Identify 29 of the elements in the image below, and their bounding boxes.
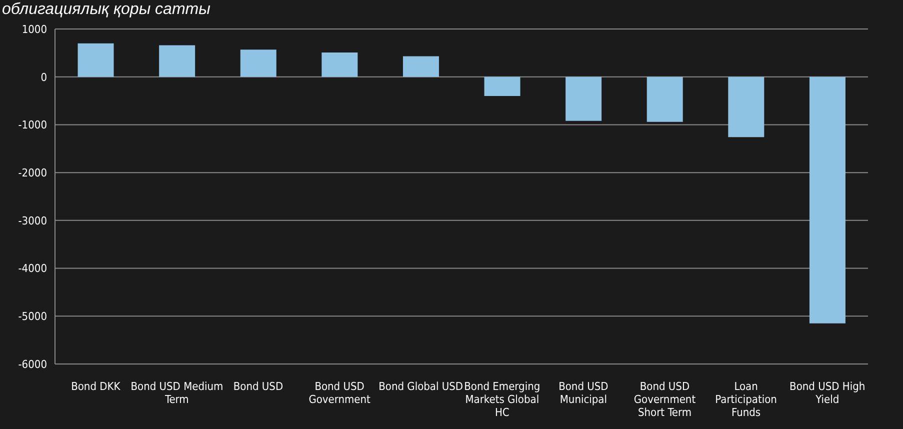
x-tick-label: Bond USD Municipal	[558, 380, 609, 406]
chart-title: облигациялық қоры сатты	[1, 0, 212, 20]
y-tick-label: 0	[40, 70, 47, 84]
y-tick-label: -2000	[18, 166, 47, 180]
x-tick-label: Bond DKK	[71, 380, 121, 393]
bar	[240, 50, 276, 77]
bar	[566, 76, 602, 121]
y-tick-label: -1000	[18, 118, 47, 132]
bar	[646, 76, 683, 122]
bar	[484, 76, 520, 96]
x-tick-label: Bond Emerging Markets Global HC	[464, 380, 540, 419]
bar	[402, 56, 439, 77]
bar	[159, 45, 196, 77]
x-tick-label: Bond USD Government	[308, 380, 371, 406]
bar	[322, 52, 358, 77]
y-tick-label: -4000	[18, 262, 47, 276]
x-tick-label: Bond Global USD	[378, 380, 464, 393]
y-tick-label: 1000	[22, 22, 47, 36]
x-tick-label: Loan Participation Funds	[715, 380, 777, 419]
y-tick-label: -5000	[18, 310, 47, 324]
bar	[78, 43, 114, 77]
x-tick-label: Bond USD Medium Term	[130, 380, 224, 406]
bar	[728, 76, 764, 138]
x-tick-label: Bond USD Government Short Term	[634, 380, 696, 419]
bar	[809, 76, 846, 324]
x-tick-label: Bond USD High Yield	[790, 380, 866, 406]
y-tick-label: -6000	[18, 358, 47, 371]
x-tick-label: Bond USD	[233, 380, 284, 393]
y-tick-label: -3000	[18, 214, 47, 228]
